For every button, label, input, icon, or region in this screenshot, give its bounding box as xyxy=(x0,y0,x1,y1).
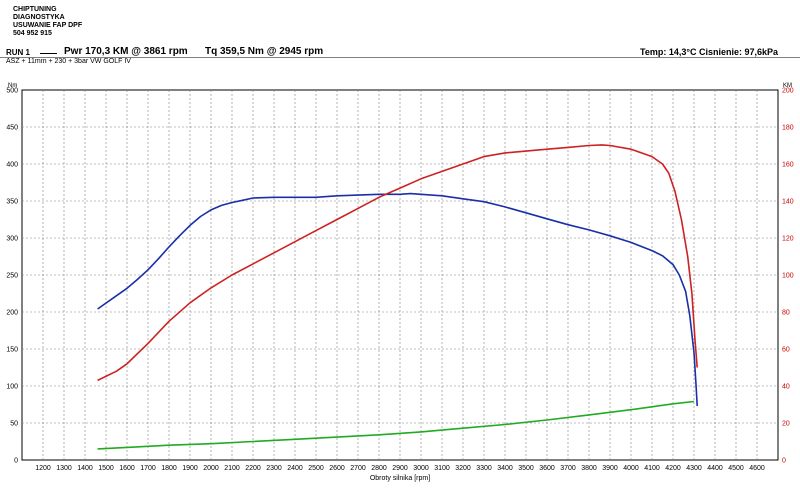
y-right-tick-label: 80 xyxy=(782,310,790,317)
x-tick-label: 1200 xyxy=(35,465,51,472)
power-peak-text: Pwr 170,3 KM @ 3861 rpm xyxy=(64,46,188,57)
y-right-tick-label: 160 xyxy=(782,162,794,169)
x-axis-label: Obroty silnika [rpm] xyxy=(370,475,430,482)
x-tick-label: 1400 xyxy=(77,465,93,472)
x-tick-label: 3200 xyxy=(455,465,471,472)
y-right-axis-label: KM xyxy=(783,83,792,89)
x-tick-label: 3500 xyxy=(518,465,534,472)
y-right-tick-label: 60 xyxy=(782,347,790,354)
power-curve xyxy=(97,144,698,382)
torque-curve xyxy=(97,192,698,407)
y-right-tick-label: 20 xyxy=(782,421,790,428)
y-left-tick-label: 300 xyxy=(6,236,18,243)
ambient-conditions: Temp: 14,3°C Cisnienie: 97,6kPa xyxy=(640,47,778,57)
y-left-tick-label: 50 xyxy=(10,421,18,428)
x-tick-label: 2200 xyxy=(245,465,261,472)
run-legend-line xyxy=(40,53,57,54)
y-left-tick-label: 0 xyxy=(14,458,18,465)
x-tick-label: 2500 xyxy=(308,465,324,472)
y-left-tick-label: 450 xyxy=(6,125,18,132)
y-left-tick-label: 250 xyxy=(6,273,18,280)
x-tick-label: 1900 xyxy=(182,465,198,472)
y-left-tick-label: 150 xyxy=(6,347,18,354)
x-tick-label: 3800 xyxy=(581,465,597,472)
y-right-tick-label: 180 xyxy=(782,125,794,132)
header-separator xyxy=(0,57,800,58)
x-tick-label: 1800 xyxy=(161,465,177,472)
x-tick-label: 4600 xyxy=(749,465,765,472)
y-left-tick-label: 350 xyxy=(6,199,18,206)
y-right-tick-label: 40 xyxy=(782,384,790,391)
y-right-tick-label: 120 xyxy=(782,236,794,243)
y-left-tick-label: 500 xyxy=(6,88,18,95)
run-label: RUN 1 xyxy=(6,48,31,57)
y-left-tick-label: 200 xyxy=(6,310,18,317)
y-left-axis-label: Nm xyxy=(8,83,17,89)
x-tick-label: 3600 xyxy=(539,465,555,472)
y-left-tick-label: 400 xyxy=(6,162,18,169)
x-tick-label: 2000 xyxy=(203,465,219,472)
y-right-tick-label: 140 xyxy=(782,199,794,206)
x-tick-label: 3400 xyxy=(497,465,513,472)
x-tick-label: 4100 xyxy=(644,465,660,472)
y-right-tick-label: 100 xyxy=(782,273,794,280)
x-tick-label: 3900 xyxy=(602,465,618,472)
loss-curve xyxy=(97,400,695,450)
x-tick-label: 4000 xyxy=(623,465,639,472)
shop-name: CHIPTUNING xyxy=(13,6,57,13)
shop-service-2: USUWANIE FAP DPF xyxy=(13,22,83,29)
x-tick-label: 1500 xyxy=(98,465,114,472)
x-tick-label: 1600 xyxy=(119,465,135,472)
y-left-tick-label: 100 xyxy=(6,384,18,391)
x-tick-label: 4500 xyxy=(728,465,744,472)
x-tick-label: 4200 xyxy=(665,465,681,472)
x-tick-label: 2700 xyxy=(350,465,366,472)
x-tick-label: 3300 xyxy=(476,465,492,472)
x-tick-label: 2600 xyxy=(329,465,345,472)
x-tick-label: 1300 xyxy=(56,465,72,472)
x-tick-label: 2300 xyxy=(266,465,282,472)
x-tick-label: 3100 xyxy=(434,465,450,472)
y-right-tick-label: 200 xyxy=(782,88,794,95)
torque-peak-text: Tq 359,5 Nm @ 2945 rpm xyxy=(205,46,324,57)
x-tick-label: 4300 xyxy=(686,465,702,472)
x-tick-label: 2100 xyxy=(224,465,240,472)
y-right-tick-label: 0 xyxy=(782,458,786,465)
vehicle-subtitle: ASZ + 11mm + 230 + 3bar VW GOLF IV xyxy=(6,58,131,65)
shop-service-1: DIAGNOSTYKA xyxy=(13,14,65,21)
x-tick-label: 2900 xyxy=(392,465,408,472)
x-tick-label: 3000 xyxy=(413,465,429,472)
x-tick-label: 2400 xyxy=(287,465,303,472)
x-tick-label: 1700 xyxy=(140,465,156,472)
x-tick-label: 2800 xyxy=(371,465,387,472)
shop-phone: 504 952 915 xyxy=(13,30,52,37)
x-tick-label: 3700 xyxy=(560,465,576,472)
x-tick-label: 4400 xyxy=(707,465,723,472)
